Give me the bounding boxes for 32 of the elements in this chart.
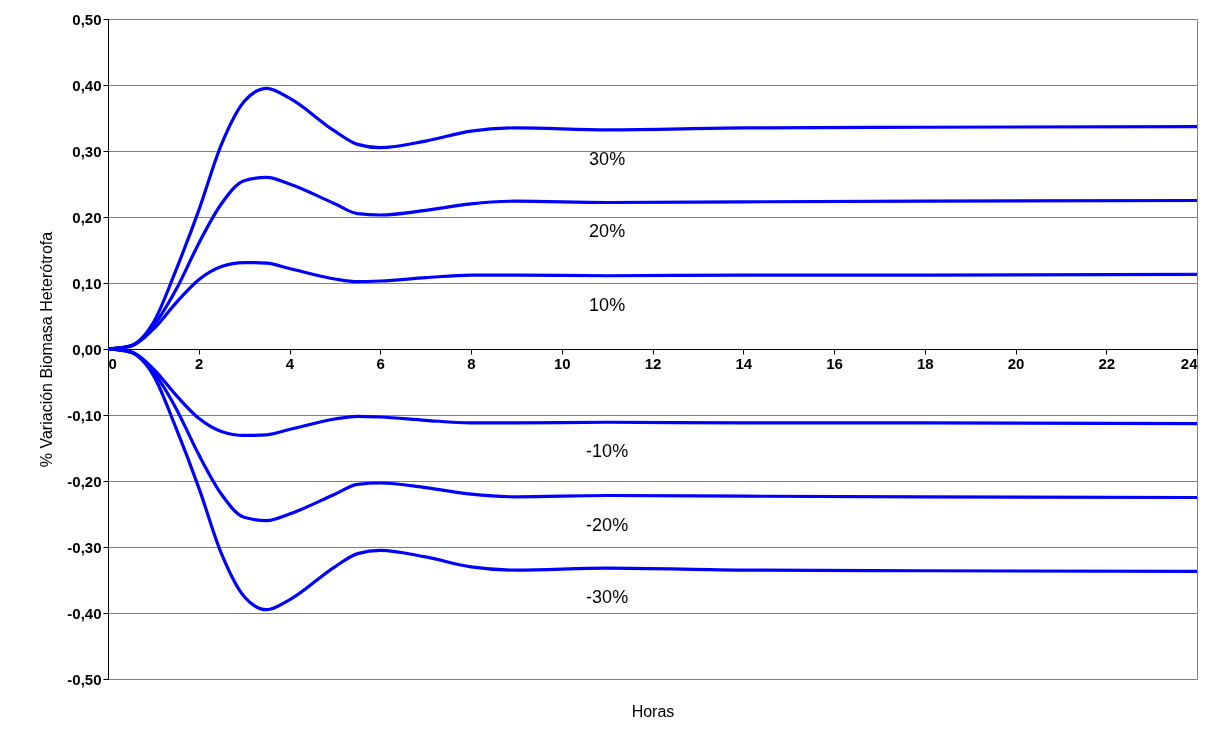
y-tick-label: -0,40 bbox=[67, 604, 102, 622]
x-tick-label: 24 bbox=[1180, 354, 1199, 372]
x-tick-label: 20 bbox=[1007, 354, 1025, 372]
x-tick-label: 12 bbox=[644, 354, 662, 372]
series-label: 10% bbox=[589, 294, 626, 315]
series-label: 30% bbox=[589, 148, 626, 169]
x-tick-label: 18 bbox=[916, 354, 934, 372]
y-axis-title: % Variación Biomasa Heterótrofa bbox=[38, 231, 56, 468]
y-tick-label: -0,50 bbox=[67, 670, 102, 688]
x-tick-label: 14 bbox=[735, 354, 753, 372]
y-tick-label: -0,10 bbox=[67, 406, 102, 424]
series-label: 20% bbox=[589, 221, 626, 242]
x-tick-label: 2 bbox=[195, 354, 204, 372]
series-label: -10% bbox=[586, 441, 629, 462]
y-tick-label: -0,20 bbox=[67, 472, 102, 490]
x-tick-label: 4 bbox=[285, 354, 295, 372]
x-tick-label: 22 bbox=[1098, 354, 1116, 372]
y-tick-label: 0,40 bbox=[72, 76, 102, 94]
series-label: -30% bbox=[586, 587, 629, 608]
x-tick-label: 16 bbox=[826, 354, 843, 372]
y-tick-label: 0,30 bbox=[72, 142, 102, 160]
y-tick-label: 0,10 bbox=[72, 274, 102, 292]
x-tick-label: 0 bbox=[108, 354, 117, 372]
y-tick-label: 0,20 bbox=[72, 208, 102, 226]
x-axis-title: Horas bbox=[631, 702, 675, 720]
x-tick-label: 10 bbox=[553, 354, 571, 372]
y-tick-label: 0,00 bbox=[72, 340, 102, 358]
x-tick-label: 8 bbox=[467, 354, 476, 372]
y-tick-label: -0,30 bbox=[67, 538, 102, 556]
series-label: -20% bbox=[586, 514, 629, 535]
x-tick-label: 6 bbox=[376, 354, 385, 372]
y-tick-label: 0,50 bbox=[72, 10, 102, 28]
